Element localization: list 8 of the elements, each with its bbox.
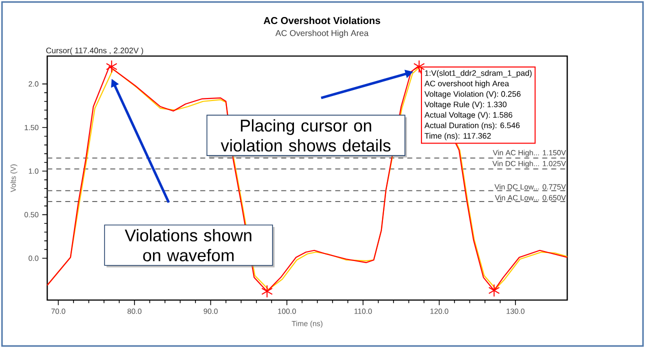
point [261,284,273,298]
point [106,60,118,74]
annotation: Placing cursor on violation shows details [220,119,390,152]
point [488,284,500,297]
point [413,60,425,74]
chart-title: AC Overshoot Violations [264,16,380,24]
annotation: Violations shown on wavefom [124,228,252,262]
chart-subtitle: AC Overshoot High Area [275,30,369,38]
